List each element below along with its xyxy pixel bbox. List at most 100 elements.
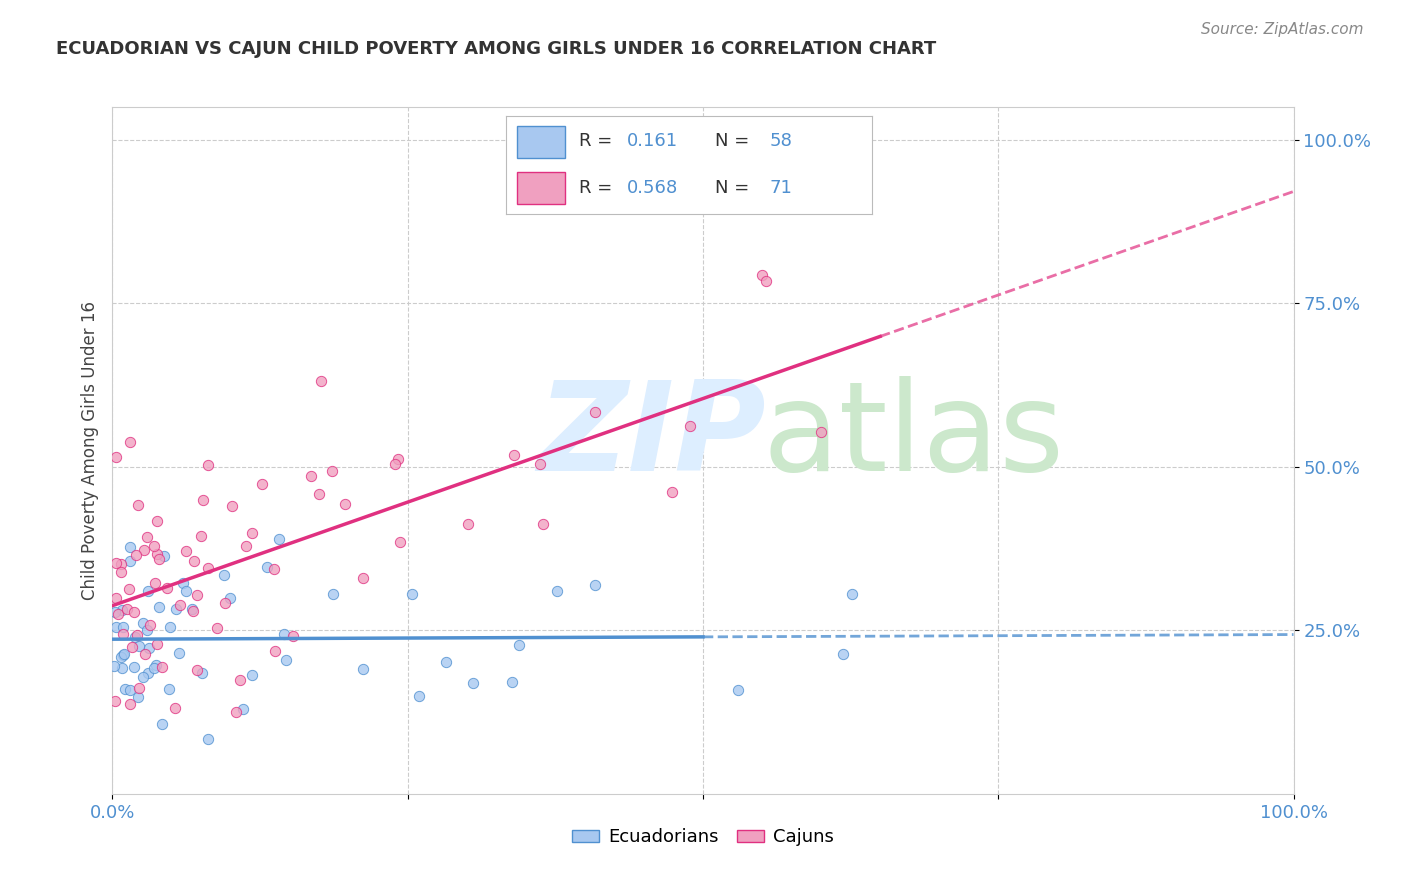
Point — [322, 587, 344, 601]
Point — [661, 484, 683, 499]
Point — [118, 682, 141, 697]
Point — [191, 666, 214, 681]
Text: R =: R = — [579, 178, 619, 196]
Point — [121, 640, 143, 654]
Point — [127, 628, 149, 642]
Point — [264, 644, 287, 658]
Point — [205, 620, 228, 634]
Point — [841, 587, 863, 601]
Point — [143, 575, 166, 590]
Point — [267, 532, 290, 546]
Point — [583, 577, 606, 591]
Point — [212, 568, 235, 582]
Point — [174, 544, 197, 558]
Point — [104, 591, 127, 605]
Point — [197, 561, 219, 575]
Point — [136, 583, 159, 598]
Point — [118, 435, 141, 450]
Point — [183, 554, 205, 568]
Text: Source: ZipAtlas.com: Source: ZipAtlas.com — [1201, 22, 1364, 37]
Point — [219, 591, 242, 606]
Point — [190, 529, 212, 543]
Point — [132, 670, 155, 684]
Point — [150, 660, 173, 674]
Point — [111, 627, 134, 641]
Point — [143, 661, 166, 675]
Point — [508, 638, 530, 652]
Point — [308, 486, 330, 500]
Point — [124, 630, 146, 644]
Point — [110, 565, 132, 579]
Point — [122, 660, 145, 674]
Point — [679, 419, 702, 434]
Point — [110, 650, 132, 665]
Point — [457, 516, 479, 531]
Point — [193, 492, 215, 507]
Point — [143, 539, 166, 553]
Point — [174, 583, 197, 598]
Point — [150, 717, 173, 731]
Point — [112, 620, 135, 634]
Point — [333, 497, 356, 511]
Point — [283, 628, 305, 642]
Point — [148, 552, 170, 566]
Point — [408, 689, 430, 703]
Point — [583, 404, 606, 418]
Point — [136, 665, 159, 680]
Point — [810, 425, 832, 439]
Point — [127, 690, 149, 704]
Point — [169, 598, 191, 612]
Point — [256, 560, 278, 574]
Point — [401, 587, 423, 601]
Point — [387, 451, 409, 466]
Point — [529, 458, 551, 472]
Point — [120, 553, 142, 567]
Point — [197, 732, 219, 747]
Point — [228, 673, 250, 688]
Point — [105, 450, 128, 464]
Point — [125, 549, 148, 563]
Point — [107, 607, 129, 622]
Point — [163, 701, 186, 715]
Point — [115, 601, 138, 615]
Point — [136, 624, 159, 638]
Point — [321, 464, 343, 478]
Point — [134, 647, 156, 661]
Text: R =: R = — [579, 133, 619, 151]
Point — [112, 648, 135, 663]
Point — [104, 694, 127, 708]
Point — [309, 374, 332, 388]
Point — [157, 682, 180, 697]
Point — [103, 658, 125, 673]
Point — [111, 661, 134, 675]
Point — [172, 575, 194, 590]
Point — [165, 602, 187, 616]
Point — [214, 596, 236, 610]
Point — [118, 540, 141, 554]
Point — [110, 557, 132, 571]
Point — [181, 604, 204, 618]
Point — [831, 647, 853, 661]
Text: N =: N = — [714, 133, 755, 151]
Point — [755, 274, 778, 288]
Point — [118, 697, 141, 711]
Point — [273, 627, 295, 641]
Text: 0.568: 0.568 — [627, 178, 678, 196]
Point — [139, 618, 162, 632]
Point — [118, 582, 141, 596]
Point — [114, 681, 136, 696]
Point — [146, 547, 169, 561]
Point — [186, 663, 208, 677]
Point — [159, 619, 181, 633]
Point — [132, 616, 155, 631]
FancyBboxPatch shape — [517, 126, 565, 158]
Point — [531, 516, 554, 531]
Point — [186, 588, 208, 602]
Y-axis label: Child Poverty Among Girls Under 16: Child Poverty Among Girls Under 16 — [80, 301, 98, 600]
Point — [105, 557, 128, 571]
FancyBboxPatch shape — [517, 172, 565, 204]
Legend: Ecuadorians, Cajuns: Ecuadorians, Cajuns — [565, 822, 841, 854]
Text: 71: 71 — [769, 178, 792, 196]
Point — [128, 640, 150, 654]
Text: ZIP: ZIP — [537, 376, 766, 497]
